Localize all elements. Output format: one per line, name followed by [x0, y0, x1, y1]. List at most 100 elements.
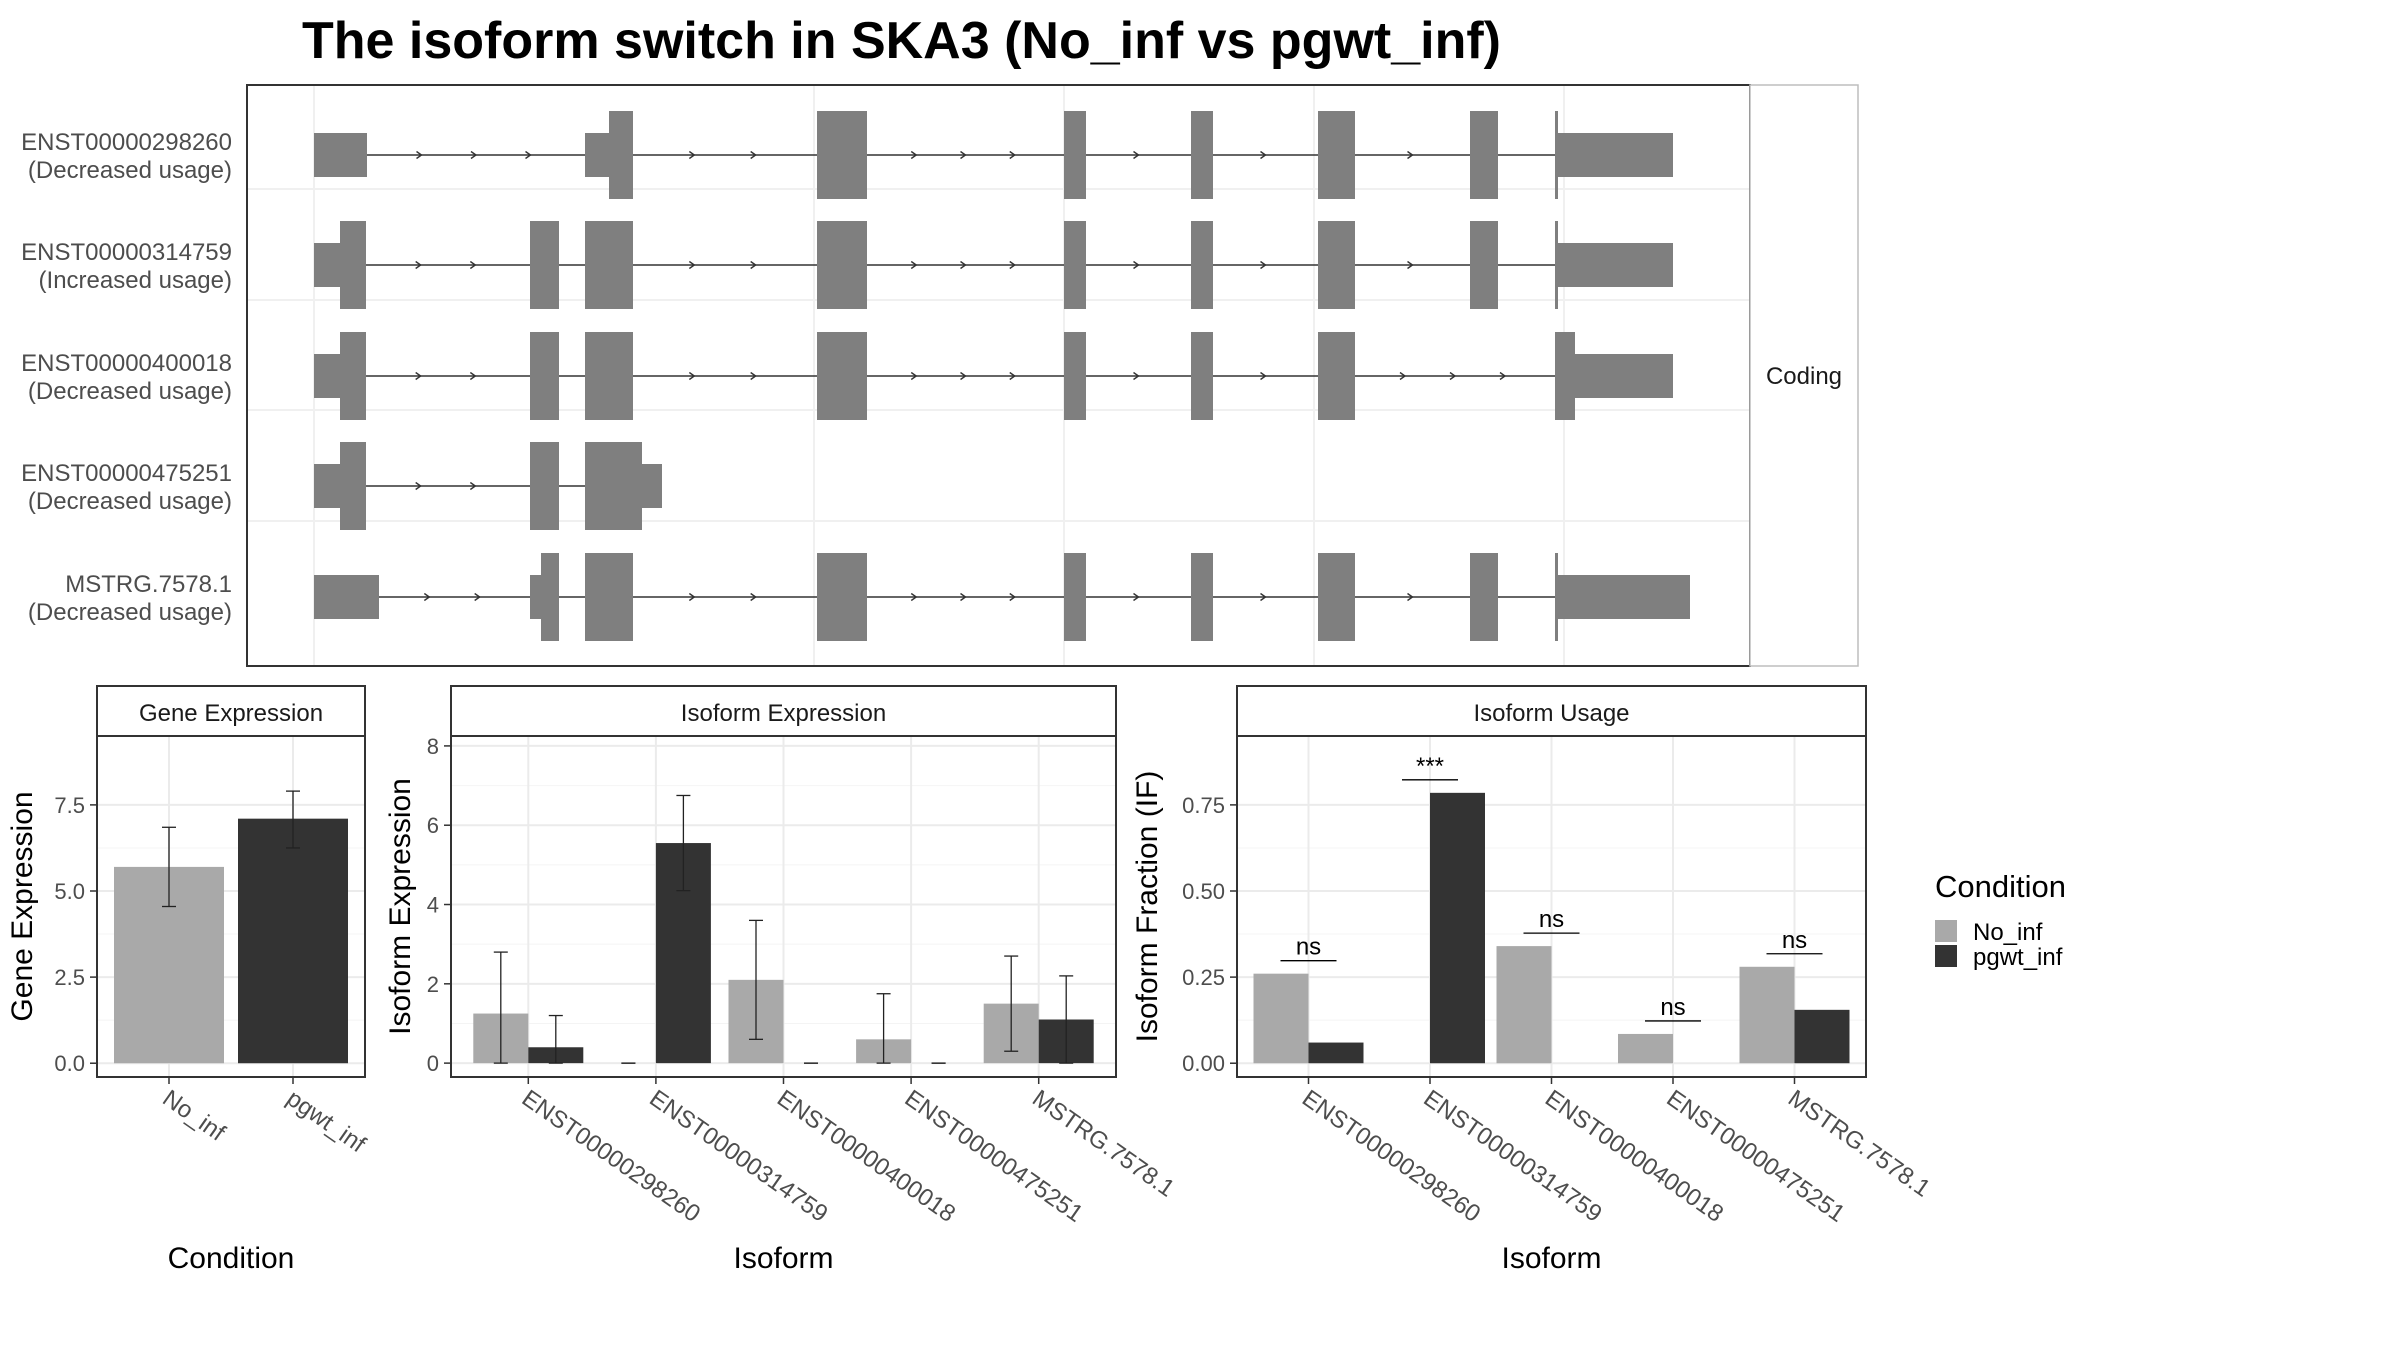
x-axis-title: Isoform [733, 1242, 833, 1275]
bar-ENST00000314759-pgwt_inf [1430, 792, 1485, 1064]
utr-exon-2-9 [1574, 354, 1673, 398]
facet-strip [1236, 685, 1867, 737]
intron-arrow [1260, 371, 1267, 381]
coding-exon-2-2 [530, 332, 559, 420]
utr-exon-1-10 [1558, 243, 1673, 287]
coding-exon-1-3 [585, 221, 633, 309]
legend-label-no-inf: No_inf [1973, 919, 2043, 946]
coding-exon-0-7 [1470, 111, 1498, 199]
y-tick-label: 6 [427, 813, 439, 838]
significance-label: ns [1539, 906, 1564, 933]
intron-arrow [415, 371, 422, 381]
figure-title: The isoform switch in SKA3 (No_inf vs pg… [302, 12, 1501, 70]
transcript-id-label-0: ENST00000298260 [21, 129, 232, 156]
intron-arrow [1009, 371, 1016, 381]
coding-exon-4-2 [541, 553, 559, 641]
intron-arrow [469, 371, 477, 381]
intron-arrow [688, 592, 696, 602]
transcript-id-label-2: ENST00000400018 [21, 350, 232, 377]
intron-arrow [1133, 260, 1140, 270]
transcript-labels: ENST00000298260(Decreased usage)ENST0000… [21, 129, 232, 626]
y-tick-label: 4 [427, 893, 439, 918]
transcript-usage-label-2: (Decreased usage) [28, 378, 232, 405]
transcript-id-label-4: MSTRG.7578.1 [65, 571, 232, 598]
utr-exon-4-1 [530, 575, 542, 619]
legend-label-pgwt-inf: pgwt_inf [1973, 944, 2063, 971]
x-axis-title: Condition [168, 1242, 295, 1275]
coding-exon-4-6 [1191, 553, 1213, 641]
utr-exon-3-4 [641, 464, 662, 508]
intron-arrow [1133, 592, 1140, 602]
coding-exon-2-1 [340, 332, 366, 420]
coding-exon-1-2 [530, 221, 559, 309]
facet-strip [450, 685, 1117, 737]
intron-arrow [750, 592, 757, 602]
legend-key-pgwt-inf [1935, 945, 1957, 967]
utr-exon-0-0 [314, 133, 367, 177]
intron-arrow [1407, 592, 1414, 602]
bar-MSTRG.7578.1-No_inf [1739, 966, 1795, 1064]
transcript-structure-panel: Coding ENST00000298260(Decreased usage)E… [21, 84, 1859, 667]
intron-arrow [688, 150, 696, 160]
coding-exon-4-5 [1064, 553, 1086, 641]
y-tick-label: 0 [427, 1051, 439, 1076]
coding-exon-1-7 [1318, 221, 1355, 309]
significance-label: ns [1782, 927, 1807, 954]
utr-exon-4-10 [1558, 575, 1690, 619]
utr-exon-2-0 [314, 354, 341, 398]
legend: Condition No_inf pgwt_inf [1935, 869, 2066, 971]
intron-arrow [1407, 150, 1414, 160]
coding-exon-0-5 [1191, 111, 1213, 199]
intron-arrow [1133, 150, 1140, 160]
bar-pgwt_inf-pgwt_inf [238, 818, 348, 1064]
coding-exon-4-4 [817, 553, 867, 641]
coding-exon-2-5 [1064, 332, 1086, 420]
y-axis-title: Gene Expression [6, 791, 39, 1021]
coding-exon-1-6 [1191, 221, 1213, 309]
transcript-strip-box [1749, 84, 1859, 667]
bar-ENST00000298260-No_inf [1253, 973, 1309, 1064]
intron-arrow [1009, 260, 1016, 270]
coding-exon-2-3 [585, 332, 633, 420]
bar-ENST00000475251-No_inf [1618, 1033, 1673, 1064]
intron-arrow [960, 150, 967, 160]
bar-ENST00000400018-No_inf [1496, 946, 1552, 1064]
coding-exon-1-4 [817, 221, 867, 309]
y-tick-label: 7.5 [54, 793, 85, 818]
intron-arrow [415, 260, 422, 270]
coding-exon-4-8 [1470, 553, 1498, 641]
coding-exon-2-4 [817, 332, 867, 420]
transcript-usage-label-1: (Increased usage) [39, 267, 232, 294]
bar-MSTRG.7578.1-pgwt_inf [1794, 1009, 1850, 1064]
intron-arrow [688, 371, 696, 381]
utr-exon-1-0 [314, 243, 341, 287]
intron-arrow [688, 260, 696, 270]
utr-exon-4-0 [314, 575, 379, 619]
coding-exon-0-4 [1064, 111, 1086, 199]
coding-exon-0-8 [1555, 111, 1558, 199]
y-axis-title: Isoform Fraction (IF) [1131, 771, 1164, 1043]
coding-exon-3-1 [340, 442, 366, 530]
coding-exon-1-1 [340, 221, 366, 309]
coding-exon-3-3 [585, 442, 642, 530]
coding-exon-0-2 [609, 111, 633, 199]
intron-arrow [750, 150, 757, 160]
y-tick-label: 8 [427, 734, 439, 759]
facet-strip-title: Isoform Expression [681, 700, 886, 727]
transcript-usage-label-4: (Decreased usage) [28, 599, 232, 626]
transcript-panel-grid [247, 85, 1750, 666]
legend-key-no-inf [1935, 920, 1957, 942]
transcript-strip-label: Coding [1766, 363, 1842, 390]
y-tick-label: 0.00 [1182, 1051, 1225, 1076]
intron-arrow [415, 481, 422, 491]
y-tick-label: 2 [427, 972, 439, 997]
intron-arrow [1009, 150, 1016, 160]
intron-arrow [1407, 260, 1414, 270]
intron-arrow [416, 150, 423, 160]
y-axis-title: Isoform Expression [384, 778, 417, 1035]
utr-exon-3-0 [314, 464, 341, 508]
coding-exon-0-3 [817, 111, 867, 199]
isoform-usage-chart: ns *** ns ns ns Isoform Usage 0.00 0.25 0.50 0.75… [1131, 685, 1935, 1275]
intron-arrow [1499, 371, 1507, 381]
